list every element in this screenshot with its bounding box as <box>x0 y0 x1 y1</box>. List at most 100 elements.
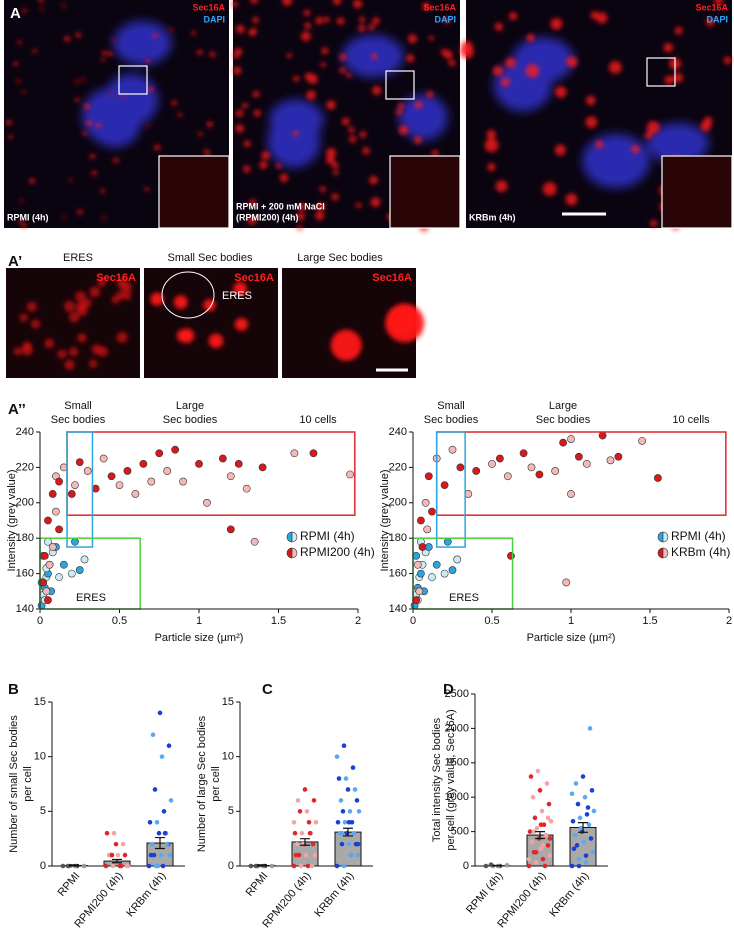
y-tick-label: 160 <box>389 568 407 580</box>
data-point <box>161 864 166 869</box>
data-point <box>607 457 614 464</box>
data-point <box>567 435 574 442</box>
x-tick-label: KRBm (4h) <box>312 870 356 919</box>
data-point <box>417 570 424 577</box>
data-point <box>84 467 91 474</box>
legend-label: RPMI (4h) <box>300 529 355 543</box>
punctum <box>359 16 365 22</box>
y-tick-label: 180 <box>16 532 34 544</box>
data-point <box>576 802 581 807</box>
data-point <box>180 478 187 485</box>
inset <box>159 156 229 228</box>
data-point <box>243 485 250 492</box>
punctum <box>232 1 238 7</box>
data-point <box>346 471 353 478</box>
data-point <box>520 450 527 457</box>
data-point <box>505 863 510 868</box>
punctum <box>101 189 105 193</box>
punctum <box>326 155 335 164</box>
y-tick-label: 240 <box>389 426 407 438</box>
data-point <box>527 857 532 862</box>
data-point <box>428 508 435 515</box>
data-point <box>585 812 590 817</box>
y-tick-label: 2000 <box>445 722 469 734</box>
punctum <box>396 109 402 115</box>
data-point <box>414 561 421 568</box>
punctum <box>89 359 98 368</box>
punctum <box>308 74 318 84</box>
x-tick-label: 0.5 <box>484 615 499 627</box>
stain-label: Sec16A <box>192 2 225 12</box>
legend-swatch <box>663 532 668 542</box>
data-point <box>41 552 48 559</box>
punctum <box>254 110 261 117</box>
y-tick-label: 1500 <box>445 757 469 769</box>
punctum <box>555 86 567 98</box>
punctum <box>526 64 539 77</box>
legend-swatch <box>287 532 292 542</box>
punctum <box>675 27 683 35</box>
y-tick-label: 240 <box>16 426 34 438</box>
punctum <box>495 23 503 31</box>
data-point <box>140 460 147 467</box>
data-point <box>507 552 514 559</box>
punctum <box>276 163 282 169</box>
punctum <box>112 39 115 42</box>
punctum <box>415 101 423 109</box>
punctum <box>77 333 86 342</box>
data-point <box>351 765 356 770</box>
data-point <box>422 499 429 506</box>
punctum <box>252 28 257 33</box>
x-tick-label: 2 <box>355 615 361 627</box>
legend-label: RPMI200 (4h) <box>300 545 375 559</box>
x-tick-label: 0 <box>37 615 43 627</box>
punctum <box>31 319 40 328</box>
y-tick-label: 5 <box>228 805 234 817</box>
punctum <box>348 127 354 133</box>
data-point <box>584 853 589 858</box>
data-point <box>590 788 595 793</box>
data-point <box>68 490 75 497</box>
punctum <box>304 22 311 29</box>
punctum <box>154 145 160 151</box>
data-point <box>540 809 545 814</box>
punctum <box>203 299 215 311</box>
y-tick-label: 5 <box>40 805 46 817</box>
data-point <box>352 831 357 836</box>
header-label: Small <box>64 400 92 412</box>
data-point <box>148 478 155 485</box>
punctum <box>259 161 267 169</box>
data-point <box>112 831 117 836</box>
punctum <box>64 36 70 42</box>
data-point <box>55 574 62 581</box>
data-point <box>416 588 423 595</box>
x-tick-label: RPMI <box>56 870 83 899</box>
legend-swatch <box>292 548 297 558</box>
image-caption: RPMI (4h) <box>7 212 49 222</box>
punctum <box>360 131 367 138</box>
data-point <box>116 853 121 858</box>
punctum <box>369 176 378 185</box>
data-point <box>349 853 354 858</box>
punctum <box>77 210 82 215</box>
data-point <box>345 831 350 836</box>
punctum <box>356 202 362 208</box>
data-point <box>293 831 298 836</box>
data-point <box>357 809 362 814</box>
punctum <box>287 53 292 58</box>
data-point <box>123 853 128 858</box>
y-tick-label: 1000 <box>445 791 469 803</box>
punctum <box>609 61 622 74</box>
punctum <box>566 56 577 67</box>
punctum <box>426 91 433 98</box>
punctum <box>64 360 74 370</box>
punctum <box>293 131 299 137</box>
nucleus <box>267 116 320 168</box>
data-point <box>353 787 358 792</box>
punctum <box>102 216 106 220</box>
x-tick-label: 0 <box>410 615 416 627</box>
legend-swatch <box>292 532 297 542</box>
punctum <box>101 58 105 62</box>
punctum <box>242 103 248 109</box>
punctum <box>485 138 499 152</box>
